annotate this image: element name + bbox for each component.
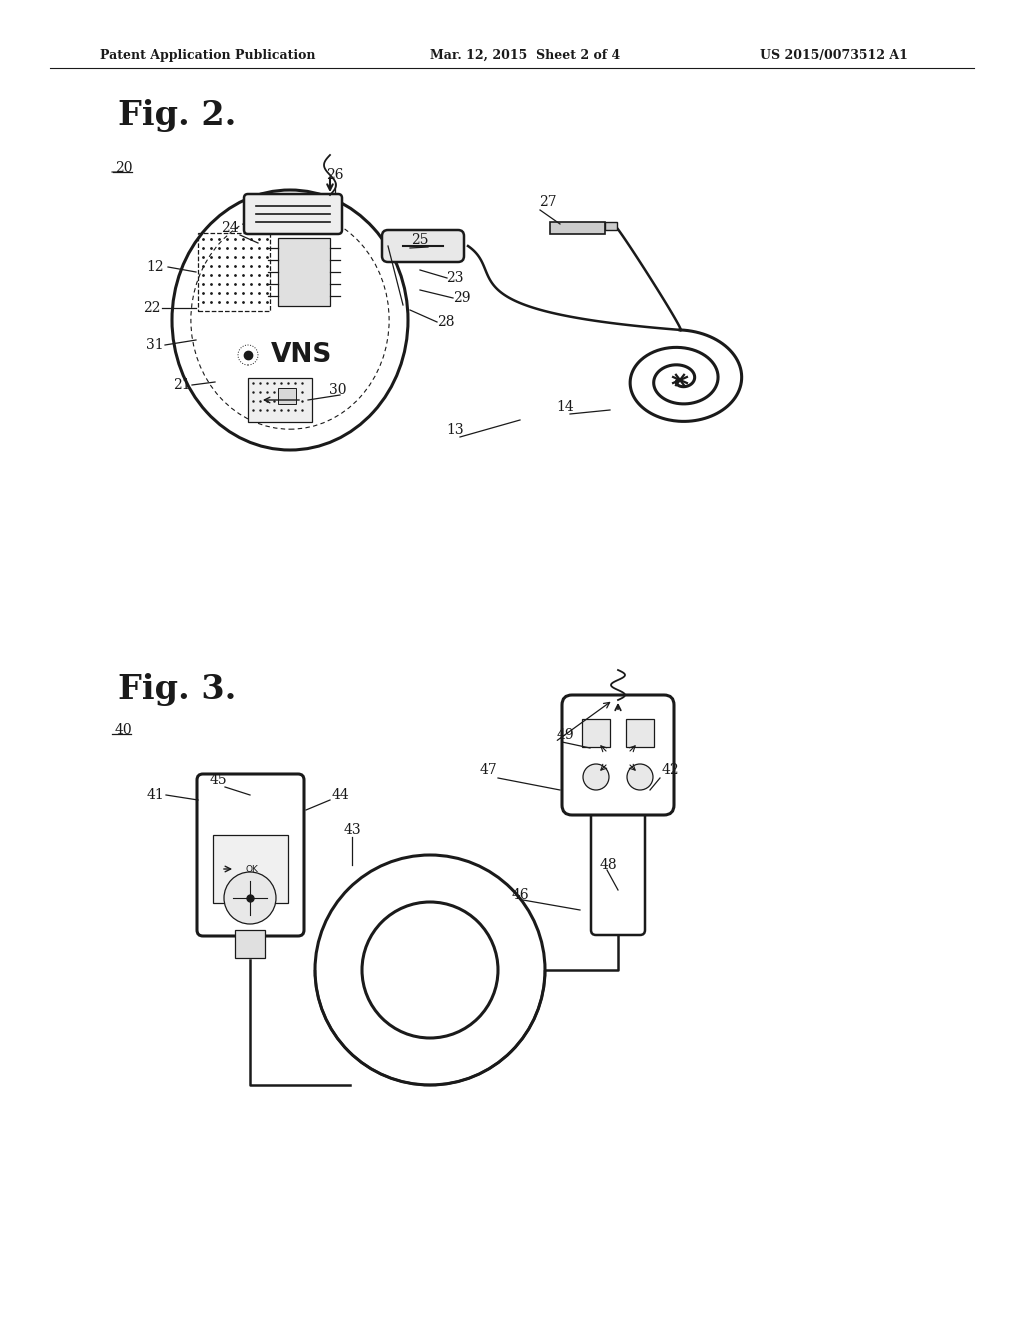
Text: 41: 41 (146, 788, 164, 803)
Text: 48: 48 (599, 858, 616, 873)
Bar (582, 719, 610, 747)
Text: Fig. 2.: Fig. 2. (118, 99, 237, 132)
Bar (605, 222, 617, 230)
FancyBboxPatch shape (562, 696, 674, 814)
Text: 28: 28 (437, 315, 455, 329)
Text: Patent Application Publication: Patent Application Publication (100, 49, 315, 62)
Text: 27: 27 (540, 195, 557, 209)
Text: 26: 26 (327, 168, 344, 182)
Text: 42: 42 (662, 763, 679, 777)
Text: 29: 29 (454, 290, 471, 305)
Text: OK: OK (245, 865, 258, 874)
Bar (234, 931, 265, 958)
Text: 12: 12 (146, 260, 164, 275)
Bar (550, 222, 605, 234)
Circle shape (224, 873, 276, 924)
Text: 25: 25 (412, 234, 429, 247)
Bar (278, 238, 330, 306)
Text: US 2015/0073512 A1: US 2015/0073512 A1 (760, 49, 908, 62)
Text: 44: 44 (331, 788, 349, 803)
Bar (278, 388, 296, 404)
Ellipse shape (172, 190, 408, 450)
FancyBboxPatch shape (197, 774, 304, 936)
Bar (248, 378, 312, 422)
Circle shape (627, 764, 653, 789)
Text: 40: 40 (115, 723, 133, 737)
Text: 47: 47 (479, 763, 497, 777)
Text: Mar. 12, 2015  Sheet 2 of 4: Mar. 12, 2015 Sheet 2 of 4 (430, 49, 621, 62)
Text: 13: 13 (446, 422, 464, 437)
Text: 22: 22 (143, 301, 161, 315)
Text: VNS: VNS (271, 342, 333, 368)
FancyBboxPatch shape (244, 194, 342, 234)
FancyBboxPatch shape (591, 810, 645, 935)
Text: 45: 45 (209, 774, 226, 787)
Text: Fig. 3.: Fig. 3. (118, 673, 237, 706)
Text: 14: 14 (556, 400, 573, 414)
Bar (198, 234, 270, 312)
Circle shape (583, 764, 609, 789)
Text: 21: 21 (173, 378, 190, 392)
Bar (213, 836, 288, 903)
Text: 46: 46 (511, 888, 528, 902)
FancyBboxPatch shape (382, 230, 464, 261)
Text: 30: 30 (330, 383, 347, 397)
Text: 43: 43 (343, 822, 360, 837)
Text: 23: 23 (446, 271, 464, 285)
Bar (626, 719, 654, 747)
Text: 20: 20 (115, 161, 132, 176)
Text: 24: 24 (221, 220, 239, 235)
Text: 49: 49 (556, 729, 573, 742)
Text: 31: 31 (146, 338, 164, 352)
